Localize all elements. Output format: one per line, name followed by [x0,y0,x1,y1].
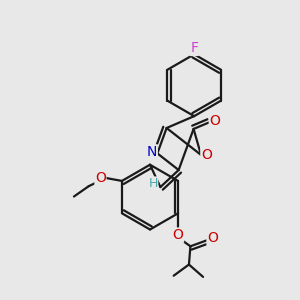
Text: N: N [147,145,157,159]
Text: O: O [201,148,212,162]
Text: F: F [190,41,198,56]
Text: O: O [95,171,106,185]
Text: O: O [172,228,184,242]
Text: H: H [148,177,158,190]
Text: O: O [209,114,220,128]
Text: O: O [207,231,218,245]
